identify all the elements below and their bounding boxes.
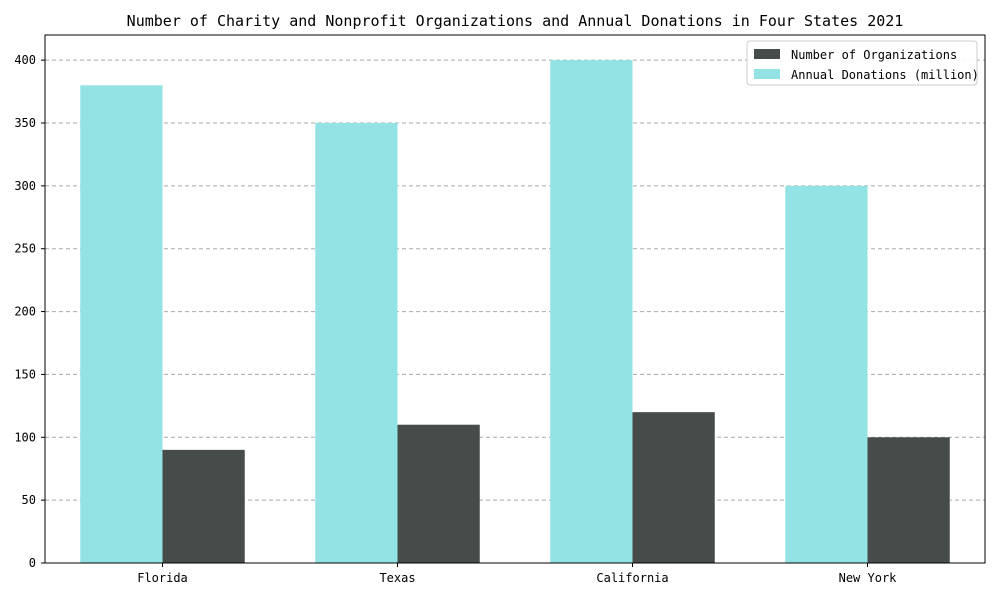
y-tick-label: 400 bbox=[14, 53, 36, 67]
bar-number-of-organizations-new-york bbox=[867, 437, 950, 563]
y-tick-label: 250 bbox=[14, 242, 36, 256]
y-tick-label: 50 bbox=[22, 493, 36, 507]
legend-swatch bbox=[754, 69, 780, 79]
x-tick-label: Florida bbox=[137, 571, 188, 585]
x-tick-label: New York bbox=[839, 571, 898, 585]
grid-lines bbox=[45, 59, 985, 501]
bar-number-of-organizations-florida bbox=[162, 449, 245, 563]
bar-number-of-organizations-texas bbox=[397, 424, 480, 563]
y-tick-label: 150 bbox=[14, 367, 36, 381]
y-tick-label: 100 bbox=[14, 430, 36, 444]
x-axis: Florida Texas California New York bbox=[137, 563, 897, 585]
bar-annual-donations-california bbox=[550, 60, 633, 564]
legend: Number of Organizations Annual Donations … bbox=[746, 40, 979, 86]
y-axis: 0 50 100 150 200 250 300 350 400 bbox=[14, 53, 45, 570]
x-tick-label: Texas bbox=[379, 571, 415, 585]
bar-annual-donations-florida bbox=[80, 85, 163, 564]
y-tick-label: 300 bbox=[14, 179, 36, 193]
legend-box bbox=[746, 40, 978, 86]
legend-label: Number of Organizations bbox=[791, 48, 957, 62]
y-tick-label: 0 bbox=[29, 556, 36, 570]
y-tick-label: 200 bbox=[14, 305, 36, 319]
legend-swatch bbox=[754, 49, 780, 59]
x-tick-label: California bbox=[596, 571, 668, 585]
legend-label: Annual Donations (million) bbox=[791, 68, 979, 82]
bar-annual-donations-texas bbox=[315, 123, 398, 563]
y-tick-label: 350 bbox=[14, 116, 36, 130]
plot-frame bbox=[44, 34, 986, 564]
bar-annual-donations-new-york bbox=[785, 185, 868, 563]
chart-title: Number of Charity and Nonprofit Organiza… bbox=[127, 12, 904, 30]
bar-number-of-organizations-california bbox=[632, 412, 715, 563]
bar-group bbox=[80, 60, 950, 564]
